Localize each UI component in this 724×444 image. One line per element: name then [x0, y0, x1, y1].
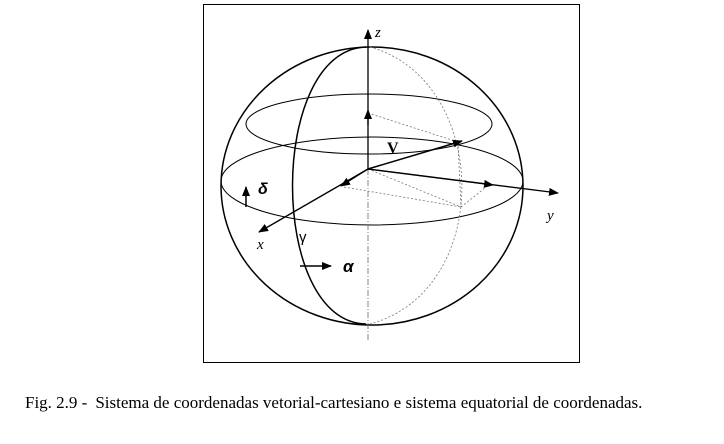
- vector-v: [367, 139, 463, 170]
- projection-line: [367, 168, 462, 208]
- caption-text: Sistema de coordenadas vetorial-cartesia…: [95, 393, 643, 412]
- vector-v-label: V: [387, 140, 399, 157]
- meridian-front: [291, 46, 367, 325]
- projection-line: [367, 112, 459, 143]
- y-component-arrow: [367, 168, 494, 188]
- meridian-dotted: [369, 46, 463, 325]
- x-component-arrow: [340, 168, 369, 187]
- projection-line: [343, 186, 462, 208]
- figure-frame: [203, 4, 580, 363]
- axis-y-label: y: [545, 208, 554, 224]
- declination-parallel: [245, 93, 493, 155]
- gamma-label: γ: [299, 229, 307, 246]
- sphere-outline: [220, 46, 524, 326]
- projection-line: [460, 183, 491, 208]
- caption-number: Fig. 2.9 -: [25, 393, 88, 412]
- delta-label: δ: [258, 181, 268, 198]
- equator-ellipse: [220, 136, 524, 226]
- axis-z-label: z: [374, 25, 381, 41]
- axis-x: [258, 168, 369, 233]
- alpha-label: α: [343, 257, 355, 276]
- projection-line: [457, 141, 462, 208]
- figure-caption: Fig. 2.9 - Sistema de coordenadas vetori…: [25, 392, 691, 414]
- axis-x-label: x: [256, 237, 264, 253]
